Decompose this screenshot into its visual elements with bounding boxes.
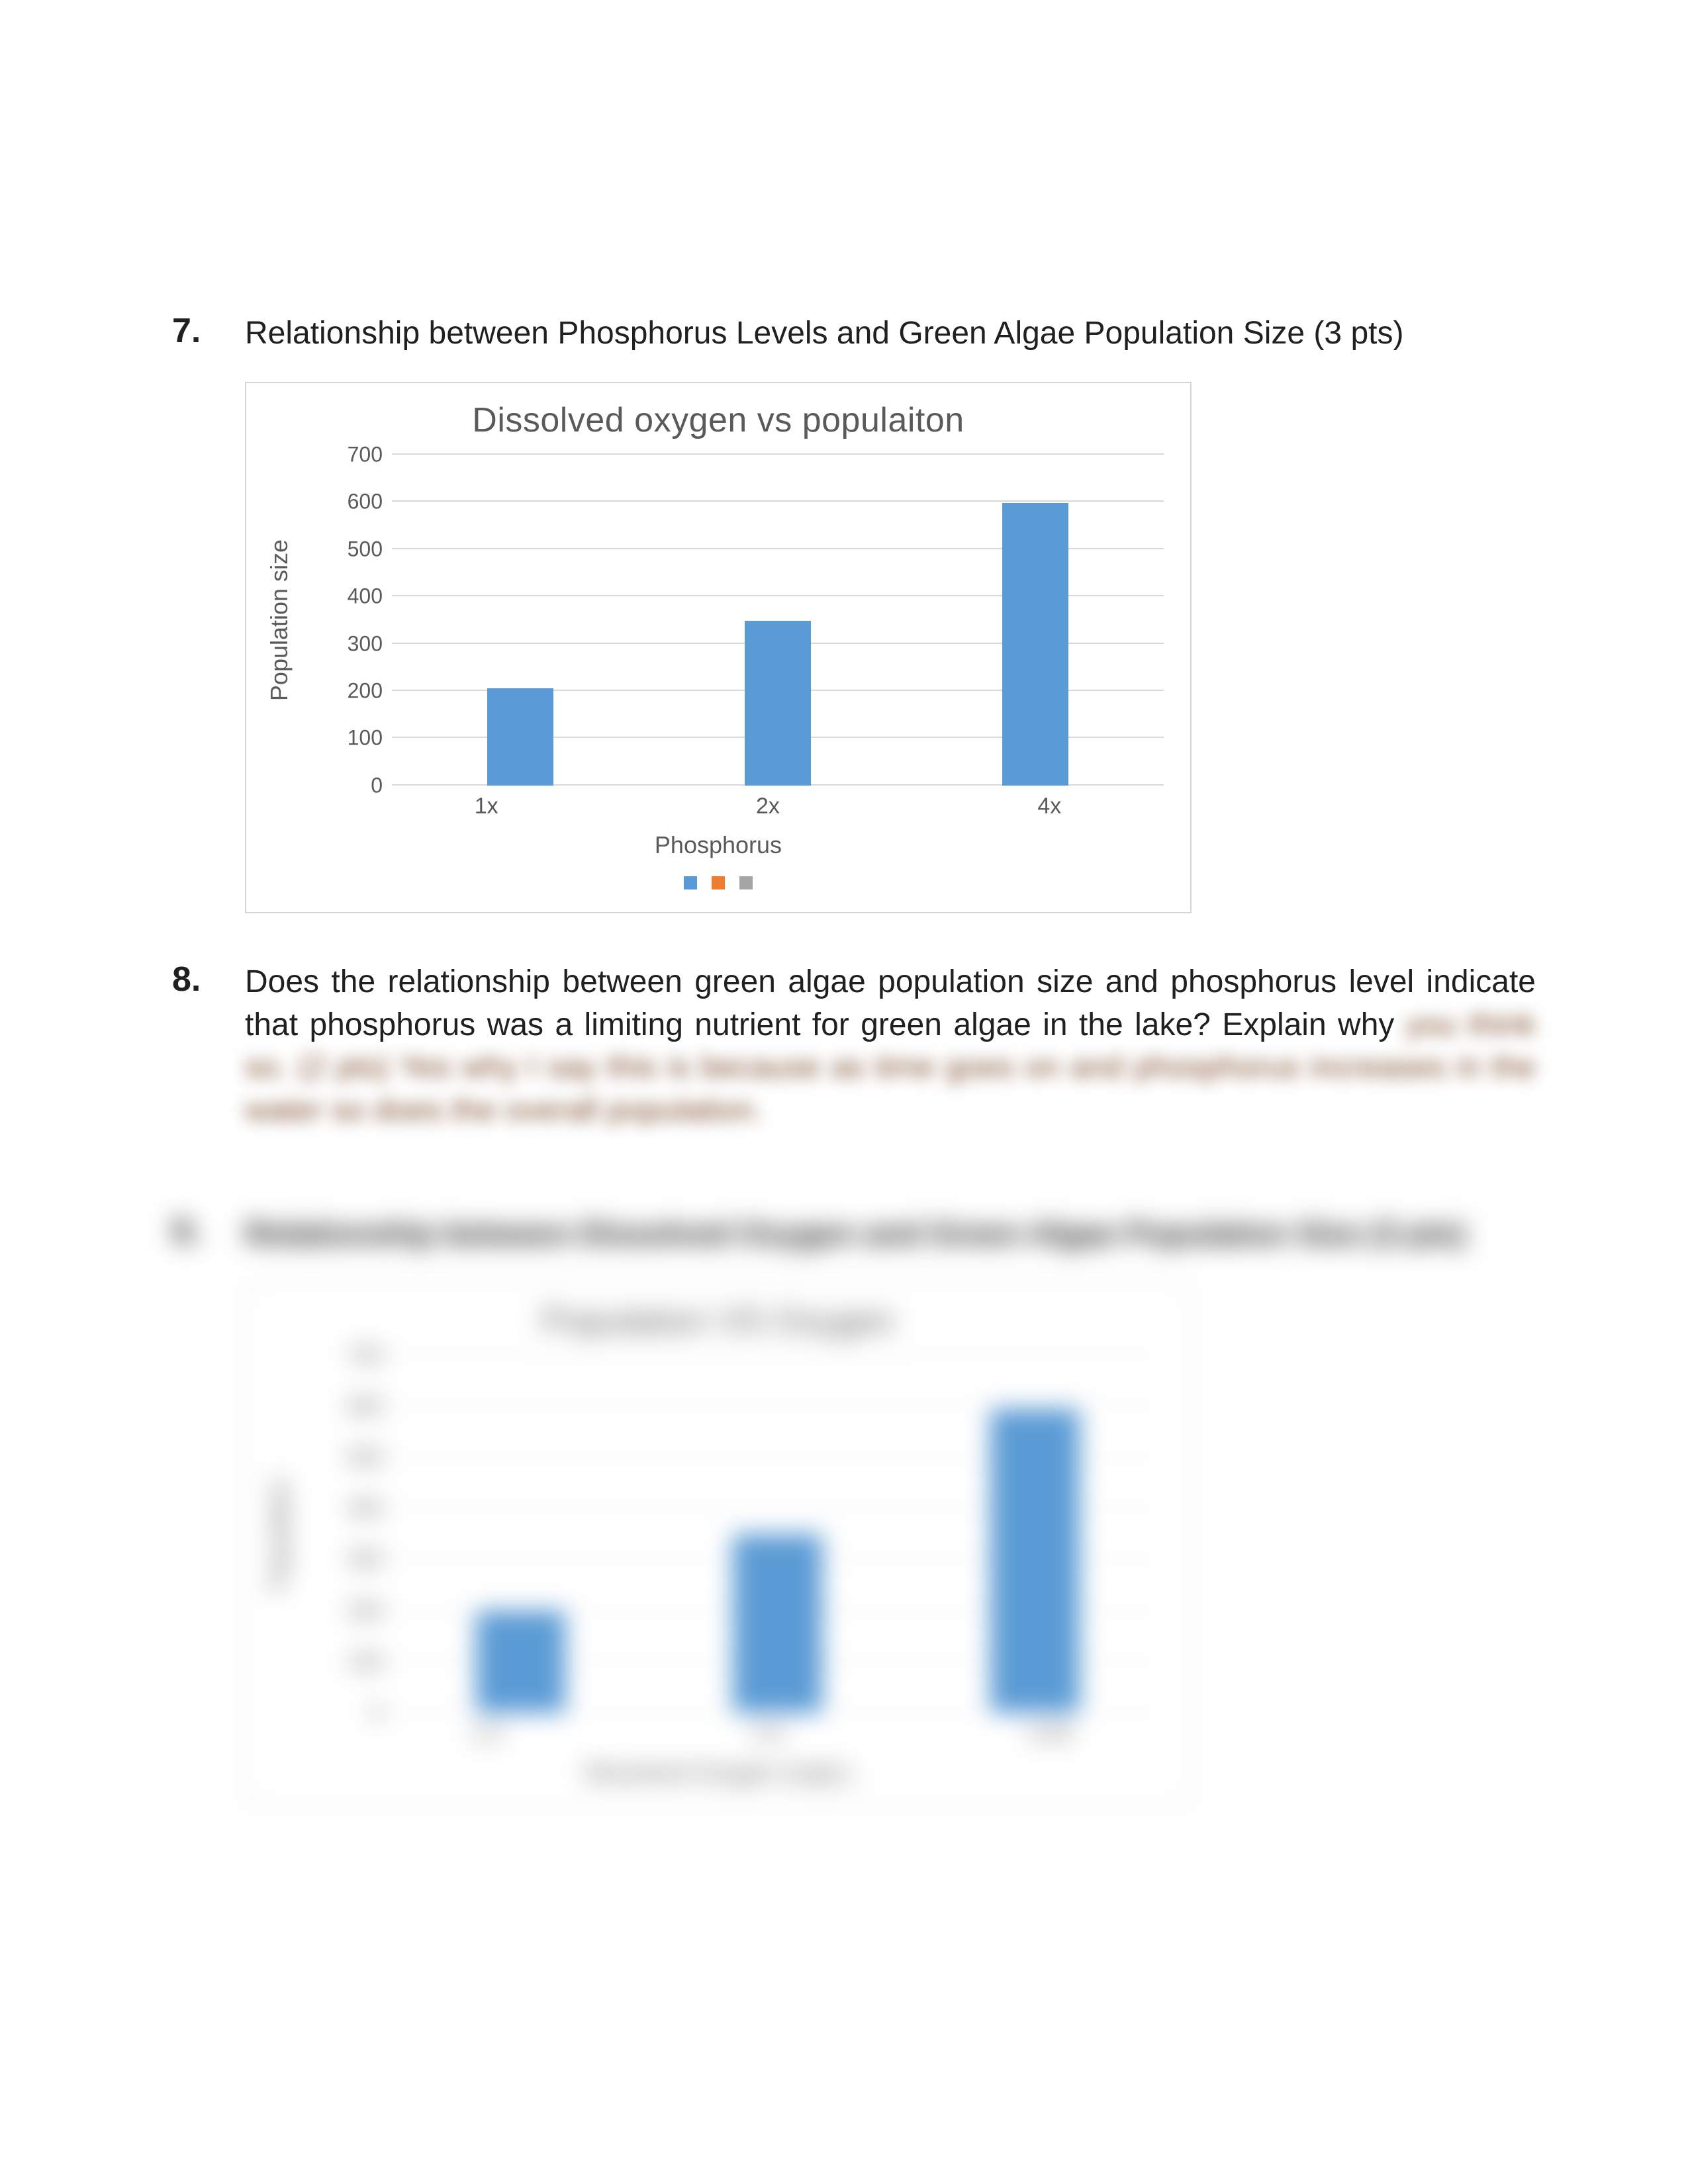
chart-x-tick: 1x: [453, 794, 520, 819]
chart-y-tick: 700: [330, 1343, 383, 1367]
chart-y-axis-label: Population: [265, 1478, 293, 1590]
chart-y-tick: 600: [330, 490, 383, 514]
chart-y-axis: 0100200300400500600700: [330, 455, 383, 786]
chart-legend: [246, 876, 1190, 912]
question-8: 8. Does the relationship between green a…: [172, 960, 1536, 1132]
chart-y-tick: 100: [330, 726, 383, 751]
chart-x-tick: 2.0: [723, 1721, 812, 1747]
chart-x-axis-label: Dissolved Oxygen (mg/L): [246, 1758, 1190, 1786]
page: 7. Relationship between Phosphorus Level…: [0, 0, 1688, 2184]
question-text: Relationship between Dissolved Oxygen an…: [245, 1212, 1536, 1256]
question-number: 7.: [172, 311, 245, 351]
chart-x-tick: 2x: [735, 794, 801, 819]
question-number: 8.: [172, 960, 245, 999]
chart-y-tick: 200: [330, 678, 383, 703]
chart-y-tick: 400: [330, 1496, 383, 1521]
chart-x-tick: 1.0: [442, 1721, 531, 1747]
chart-plot-area: Population 0100200300400500600700: [293, 1355, 1164, 1713]
chart-y-tick: 600: [330, 1394, 383, 1418]
chart-x-axis: 1x 2x 4x: [346, 794, 1190, 819]
chart-title: Dissolved oxygen vs populaiton: [246, 383, 1190, 455]
chart-bar: [733, 1534, 822, 1713]
chart-y-tick: 300: [330, 1547, 383, 1572]
chart-y-tick: 700: [330, 442, 383, 467]
chart-y-tick: 100: [330, 1649, 383, 1674]
question-text-clear: Does the relationship between green alga…: [245, 964, 1536, 1042]
question-text: Does the relationship between green alga…: [245, 960, 1536, 1132]
chart-oxygen: Population VS Oxygen Population 01002003…: [245, 1283, 1192, 1805]
chart-bar: [990, 1409, 1080, 1713]
chart-x-axis: 1.0 2.0 4.00: [346, 1721, 1190, 1747]
question-7: 7. Relationship between Phosphorus Level…: [172, 311, 1536, 355]
chart-y-axis: 0100200300400500600700: [330, 1355, 383, 1713]
chart-bars: [392, 455, 1164, 786]
chart-legend-swatch: [712, 876, 725, 889]
chart-y-axis-label: Population size: [265, 539, 293, 701]
chart-y-tick: 200: [330, 1598, 383, 1623]
chart-y-tick: 500: [330, 1445, 383, 1470]
chart-title: Population VS Oxygen: [246, 1284, 1190, 1355]
chart-y-tick: 300: [330, 631, 383, 656]
question-number: 9.: [172, 1212, 245, 1251]
chart-phosphorus: Dissolved oxygen vs populaiton Populatio…: [245, 382, 1192, 913]
chart-x-tick: 4.00: [1005, 1721, 1094, 1747]
chart-x-tick: 4x: [1016, 794, 1082, 819]
chart-bars: [392, 1355, 1164, 1713]
chart-y-tick: 500: [330, 537, 383, 561]
chart-legend-swatch: [739, 876, 753, 889]
chart-bar: [1002, 503, 1068, 786]
chart-plot-area: Population size 0100200300400500600700: [293, 455, 1164, 786]
chart-bar: [487, 688, 553, 785]
chart-legend-swatch: [684, 876, 697, 889]
chart-x-axis-label: Phosphorus: [246, 831, 1190, 859]
chart-y-tick: 400: [330, 584, 383, 609]
chart-bar: [745, 621, 811, 786]
question-9: 9. Relationship between Dissolved Oxygen…: [172, 1212, 1536, 1256]
question-text: Relationship between Phosphorus Levels a…: [245, 311, 1536, 355]
chart-bar: [476, 1611, 565, 1713]
